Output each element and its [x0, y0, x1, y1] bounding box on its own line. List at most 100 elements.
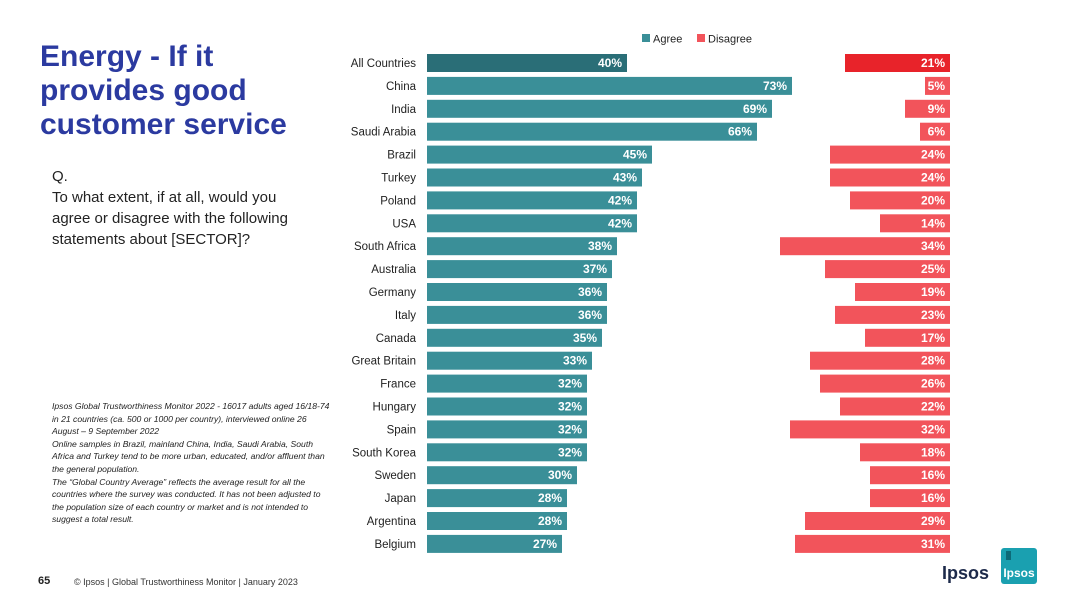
- disagree-value-label: 21%: [921, 56, 945, 70]
- disagree-value-label: 17%: [921, 331, 945, 345]
- agree-bar: [427, 99, 772, 118]
- disagree-bar: [880, 214, 950, 233]
- disagree-bar: [905, 99, 950, 118]
- agree-bar: [427, 443, 587, 462]
- agree-bar: [427, 191, 637, 210]
- disagree-bar: [805, 512, 950, 530]
- agree-value-label: 37%: [583, 262, 607, 276]
- page-title: Energy - If it provides good customer se…: [40, 40, 287, 141]
- disagree-bar: [835, 305, 950, 324]
- country-label: Hungary: [373, 402, 417, 414]
- country-label: Saudi Arabia: [351, 127, 417, 139]
- country-label: Italy: [395, 310, 416, 322]
- disagree-value-label: 6%: [928, 125, 946, 139]
- disagree-bar: [840, 397, 950, 416]
- country-label: All Countries: [351, 58, 416, 70]
- ipsos-logo-icon: Ipsos: [1001, 548, 1037, 584]
- agree-bar: [427, 351, 592, 370]
- agree-value-label: 33%: [563, 354, 587, 368]
- disagree-value-label: 25%: [921, 262, 945, 276]
- country-label: USA: [392, 218, 416, 230]
- agree-value-label: 42%: [608, 216, 632, 230]
- agree-value-label: 69%: [743, 102, 767, 116]
- agree-value-label: 66%: [728, 125, 752, 139]
- agree-bar: [427, 145, 652, 164]
- question-block: Q. To what extent, if at all, would you …: [52, 166, 292, 250]
- disagree-bar: [870, 466, 950, 485]
- agree-value-label: 32%: [558, 445, 582, 459]
- agree-bar: [427, 237, 617, 256]
- disagree-value-label: 29%: [921, 514, 945, 528]
- disagree-bar: [925, 76, 950, 95]
- disagree-bar: [790, 420, 950, 439]
- agree-value-label: 45%: [623, 148, 647, 162]
- agree-bar: [427, 260, 612, 279]
- disagree-value-label: 24%: [921, 148, 945, 162]
- country-label: China: [386, 81, 417, 93]
- agree-value-label: 28%: [538, 514, 562, 528]
- agree-value-label: 30%: [548, 468, 572, 482]
- legend-agree-swatch: [642, 34, 650, 42]
- country-label: Australia: [371, 264, 416, 276]
- footnote-line: Online samples in Brazil, mainland China…: [52, 438, 325, 474]
- agree-bar: [427, 305, 607, 324]
- agree-value-label: 36%: [578, 285, 602, 299]
- disagree-value-label: 23%: [921, 308, 945, 322]
- disagree-value-label: 16%: [921, 491, 945, 505]
- agree-value-label: 38%: [588, 239, 612, 253]
- country-label: Brazil: [387, 150, 416, 162]
- agree-bar: [427, 466, 577, 485]
- disagree-value-label: 9%: [928, 102, 946, 116]
- methodology-footnote: Ipsos Global Trustworthiness Monitor 202…: [52, 400, 330, 526]
- country-label: Japan: [385, 493, 416, 505]
- disagree-value-label: 34%: [921, 239, 945, 253]
- disagree-value-label: 32%: [921, 422, 945, 436]
- agree-bar: [427, 489, 567, 508]
- disagree-value-label: 22%: [921, 400, 945, 414]
- agree-bar: [427, 122, 757, 141]
- disagree-value-label: 28%: [921, 354, 945, 368]
- logo-text: Ipsos: [1003, 566, 1035, 580]
- agree-value-label: 40%: [598, 56, 622, 70]
- disagree-bar: [855, 283, 950, 301]
- agree-value-label: 32%: [558, 422, 582, 436]
- disagree-bar: [850, 191, 950, 210]
- question-prefix: Q.: [52, 168, 68, 185]
- country-label: South Korea: [352, 447, 417, 459]
- country-label: Turkey: [381, 173, 416, 185]
- disagree-bar: [820, 374, 950, 393]
- country-label: Germany: [369, 287, 417, 299]
- disagree-bar: [860, 443, 950, 462]
- country-label: South Africa: [354, 241, 417, 253]
- ipsos-wordmark: Ipsos: [942, 563, 990, 583]
- page-number: 65: [38, 575, 51, 587]
- agree-bar: [427, 54, 627, 72]
- disagree-value-label: 16%: [921, 468, 945, 482]
- disagree-bar: [810, 351, 950, 370]
- country-label: Sweden: [374, 470, 416, 482]
- country-label: Canada: [376, 333, 417, 345]
- disagree-value-label: 19%: [921, 285, 945, 299]
- footnote-line: The “Global Country Average” reflects th…: [52, 476, 321, 525]
- country-label: Spain: [387, 424, 416, 436]
- disagree-bar: [865, 328, 950, 347]
- disagree-value-label: 14%: [921, 216, 945, 230]
- agree-bar: [427, 512, 567, 530]
- agree-value-label: 32%: [558, 377, 582, 391]
- agree-bar: [427, 420, 587, 439]
- agree-value-label: 73%: [763, 79, 787, 93]
- legend-disagree-swatch: [697, 34, 705, 42]
- logo-bar: [1006, 551, 1011, 560]
- country-label: Belgium: [374, 539, 416, 551]
- disagree-bar: [920, 122, 950, 141]
- disagree-value-label: 20%: [921, 193, 945, 207]
- disagree-bar: [830, 145, 950, 164]
- agree-bar: [427, 76, 792, 95]
- agree-bar: [427, 397, 587, 416]
- agree-value-label: 27%: [533, 537, 557, 551]
- disagree-bar: [795, 534, 950, 553]
- question-text: To what extent, if at all, would you agr…: [52, 189, 288, 248]
- disagree-value-label: 26%: [921, 377, 945, 391]
- country-label: Argentina: [367, 516, 417, 528]
